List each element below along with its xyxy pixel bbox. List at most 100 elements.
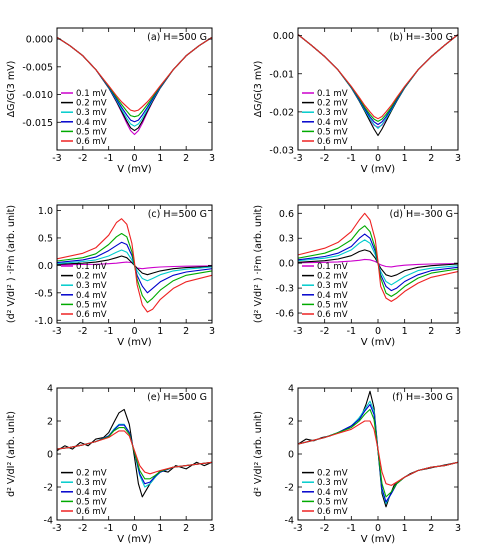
x-tick-label: -3 (52, 523, 61, 534)
x-tick-label: 0 (375, 326, 381, 337)
y-tick-label: -4 (44, 516, 53, 527)
legend-label: 0.6 mV (76, 507, 107, 517)
x-tick-label: -3 (293, 153, 302, 164)
legend-label: 0.6 mV (317, 137, 348, 147)
y-axis-label: ΔG/G(3 mV) (6, 61, 17, 118)
chart-panel-e: -3 -2 -1 0 1 2 3 4 2 0 -2 -4 V (mV) d² V/dI² (arb. un… (6, 384, 215, 546)
legend-label: 0.3 mV (76, 108, 107, 118)
y-tick-label: -0.3 (275, 284, 294, 295)
x-tick-label: -2 (78, 153, 87, 164)
series-group (298, 390, 458, 508)
x-tick-label: 0 (375, 153, 381, 164)
panel-title: (a) H=500 G (147, 32, 207, 43)
legend-label: 0.3 mV (317, 478, 348, 488)
x-axis-label: V (mV) (117, 337, 152, 348)
y-tick-label: 0.0 (38, 261, 53, 272)
y-tick-label: 0.0 (279, 259, 294, 270)
y-tick-label: -0.01 (269, 69, 294, 80)
y-tick-label: -1.0 (34, 316, 53, 327)
y-tick-label: 0 (47, 450, 53, 461)
legend-label: 0.3 mV (76, 478, 107, 488)
legend-label: 0.4 mV (76, 118, 107, 128)
chart-panel-f: -3 -2 -1 0 1 2 3 4 2 0 -2 -4 V (mV) d² V/dI² (arb. un… (253, 384, 461, 546)
legend-label: 0.5 mV (317, 497, 348, 507)
series-line (57, 218, 212, 313)
y-axis-label: (d² V/dI² ) ·I²m (arb. unit) (253, 205, 264, 323)
y-tick-label: 2 (47, 417, 53, 428)
legend-label: 0.5 mV (317, 300, 348, 310)
chart-panel-c: -3 -2 -1 0 1 2 3 1.0 0.5 0.0 -0.5 -1.0 V (mV) (d² V/d… (6, 204, 215, 348)
x-tick-label: -2 (320, 153, 329, 164)
series-line (57, 430, 212, 475)
x-tick-label: -2 (320, 523, 329, 534)
series-line (57, 408, 212, 498)
x-tick-label: 1 (402, 153, 408, 164)
legend-label: 0.3 mV (76, 281, 107, 291)
x-tick-label: -3 (293, 326, 302, 337)
series-line (57, 36, 212, 112)
legend-label: 0.4 mV (317, 118, 348, 128)
series-line (298, 212, 458, 302)
y-tick-label: 0.6 (279, 209, 294, 220)
x-axis-label: V (mV) (361, 337, 396, 348)
x-tick-label: -3 (52, 326, 61, 337)
x-tick-label: 2 (428, 326, 434, 337)
x-tick-label: 3 (209, 326, 215, 337)
legend-label: 0.5 mV (76, 497, 107, 507)
legend-label: 0.5 mV (76, 127, 107, 137)
panel-title: (b) H=-300 G (389, 32, 453, 43)
y-tick-label: 0 (288, 450, 294, 461)
y-tick-label: -0.010 (22, 90, 53, 101)
x-tick-label: 3 (455, 326, 461, 337)
y-tick-label: -0.02 (269, 107, 294, 118)
x-axis-label: V (mV) (361, 164, 396, 175)
x-tick-label: 3 (455, 153, 461, 164)
y-axis-label: d² V/dI² (arb. unit) (253, 411, 264, 497)
chart-panel-b: -3 -2 -1 0 1 2 3 0.00 -0.01 -0.02 -0.03 V (mV) ΔG/G(… (253, 27, 461, 175)
legend-label: 0.1 mV (76, 89, 107, 99)
y-axis-label: (d² V/dI² ) ·I²m (arb. unit) (6, 205, 17, 323)
legend-label: 0.3 mV (317, 108, 348, 118)
series-group (298, 34, 458, 137)
legend-label: 0.2 mV (76, 469, 107, 479)
x-tick-label: -1 (347, 523, 356, 534)
x-tick-label: -1 (104, 523, 113, 534)
y-tick-label: -4 (285, 516, 294, 527)
x-tick-label: -1 (104, 326, 113, 337)
legend-label: 0.1 mV (317, 89, 348, 99)
x-tick-label: 2 (183, 523, 189, 534)
legend-label: 0.2 mV (76, 272, 107, 282)
x-tick-label: -1 (347, 153, 356, 164)
x-tick-label: 3 (455, 523, 461, 534)
legend: 0.2 mV0.3 mV0.4 mV0.5 mV0.6 mV (302, 469, 348, 517)
panel-title: (c) H=500 G (148, 209, 207, 220)
legend-label: 0.6 mV (317, 310, 348, 320)
x-tick-label: -2 (78, 523, 87, 534)
legend: 0.1 mV0.2 mV0.3 mV0.4 mV0.5 mV0.6 mV (61, 262, 107, 320)
legend-label: 0.4 mV (317, 291, 348, 301)
x-tick-label: 0 (131, 326, 137, 337)
series-group (57, 218, 212, 313)
y-tick-label: -0.015 (22, 118, 53, 129)
x-tick-label: 1 (157, 523, 163, 534)
panel-title: (f) H=-300 G (392, 392, 453, 403)
x-axis-label: V (mV) (117, 164, 152, 175)
series-line (298, 34, 458, 120)
x-tick-label: 2 (183, 153, 189, 164)
x-tick-label: -1 (104, 153, 113, 164)
series-line (298, 420, 458, 486)
legend-label: 0.2 mV (76, 99, 107, 109)
y-tick-label: -2 (44, 483, 53, 494)
legend-label: 0.5 mV (76, 300, 107, 310)
legend-label: 0.1 mV (76, 262, 107, 272)
legend-label: 0.4 mV (76, 291, 107, 301)
x-tick-label: 0 (375, 523, 381, 534)
panel-title: (d) H=-300 G (389, 209, 453, 220)
chart-panel-a: -3 -2 -1 0 1 2 3 0.000 -0.005 -0.010 -0.015 V (mV) Δ… (6, 27, 215, 175)
legend-label: 0.6 mV (76, 137, 107, 147)
y-tick-label: -2 (285, 483, 294, 494)
y-tick-label: -0.03 (269, 146, 294, 157)
y-tick-label: 0.5 (38, 233, 53, 244)
legend-label: 0.4 mV (317, 488, 348, 498)
x-tick-label: 1 (157, 326, 163, 337)
